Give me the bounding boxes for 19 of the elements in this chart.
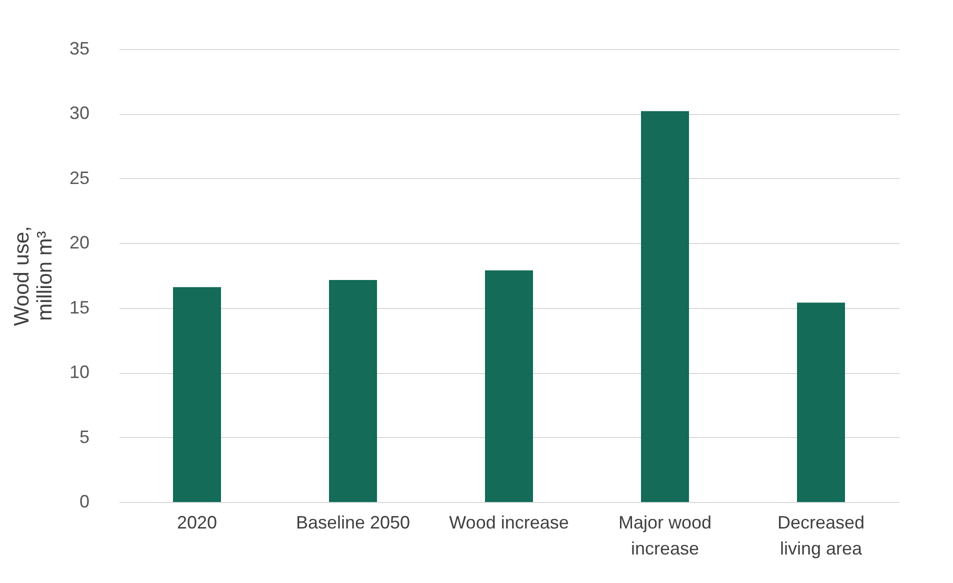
x-tick-label: 2020 [176,512,218,532]
y-tick-label: 25 [69,168,90,188]
y-tick-label: 10 [69,362,90,382]
y-tick-label: 20 [69,232,90,253]
y-tick-label: 15 [69,297,90,318]
bar [797,302,845,502]
y-tick-label: 30 [69,103,90,124]
bar [173,287,221,502]
x-tick-label: Major wood increase [618,512,712,558]
bar [329,280,377,502]
x-tick-label: Baseline 2050 [296,512,410,532]
bar [485,270,533,502]
y-axis-title: Wood use, million m³ [10,226,56,326]
x-tick-label: Wood increase [449,512,569,532]
x-tick-label: Decreased living area [777,512,865,558]
y-tick-label: 5 [79,426,90,447]
y-tick-label: 35 [69,38,90,58]
y-tick-label: 0 [79,492,90,512]
bar [641,111,689,502]
